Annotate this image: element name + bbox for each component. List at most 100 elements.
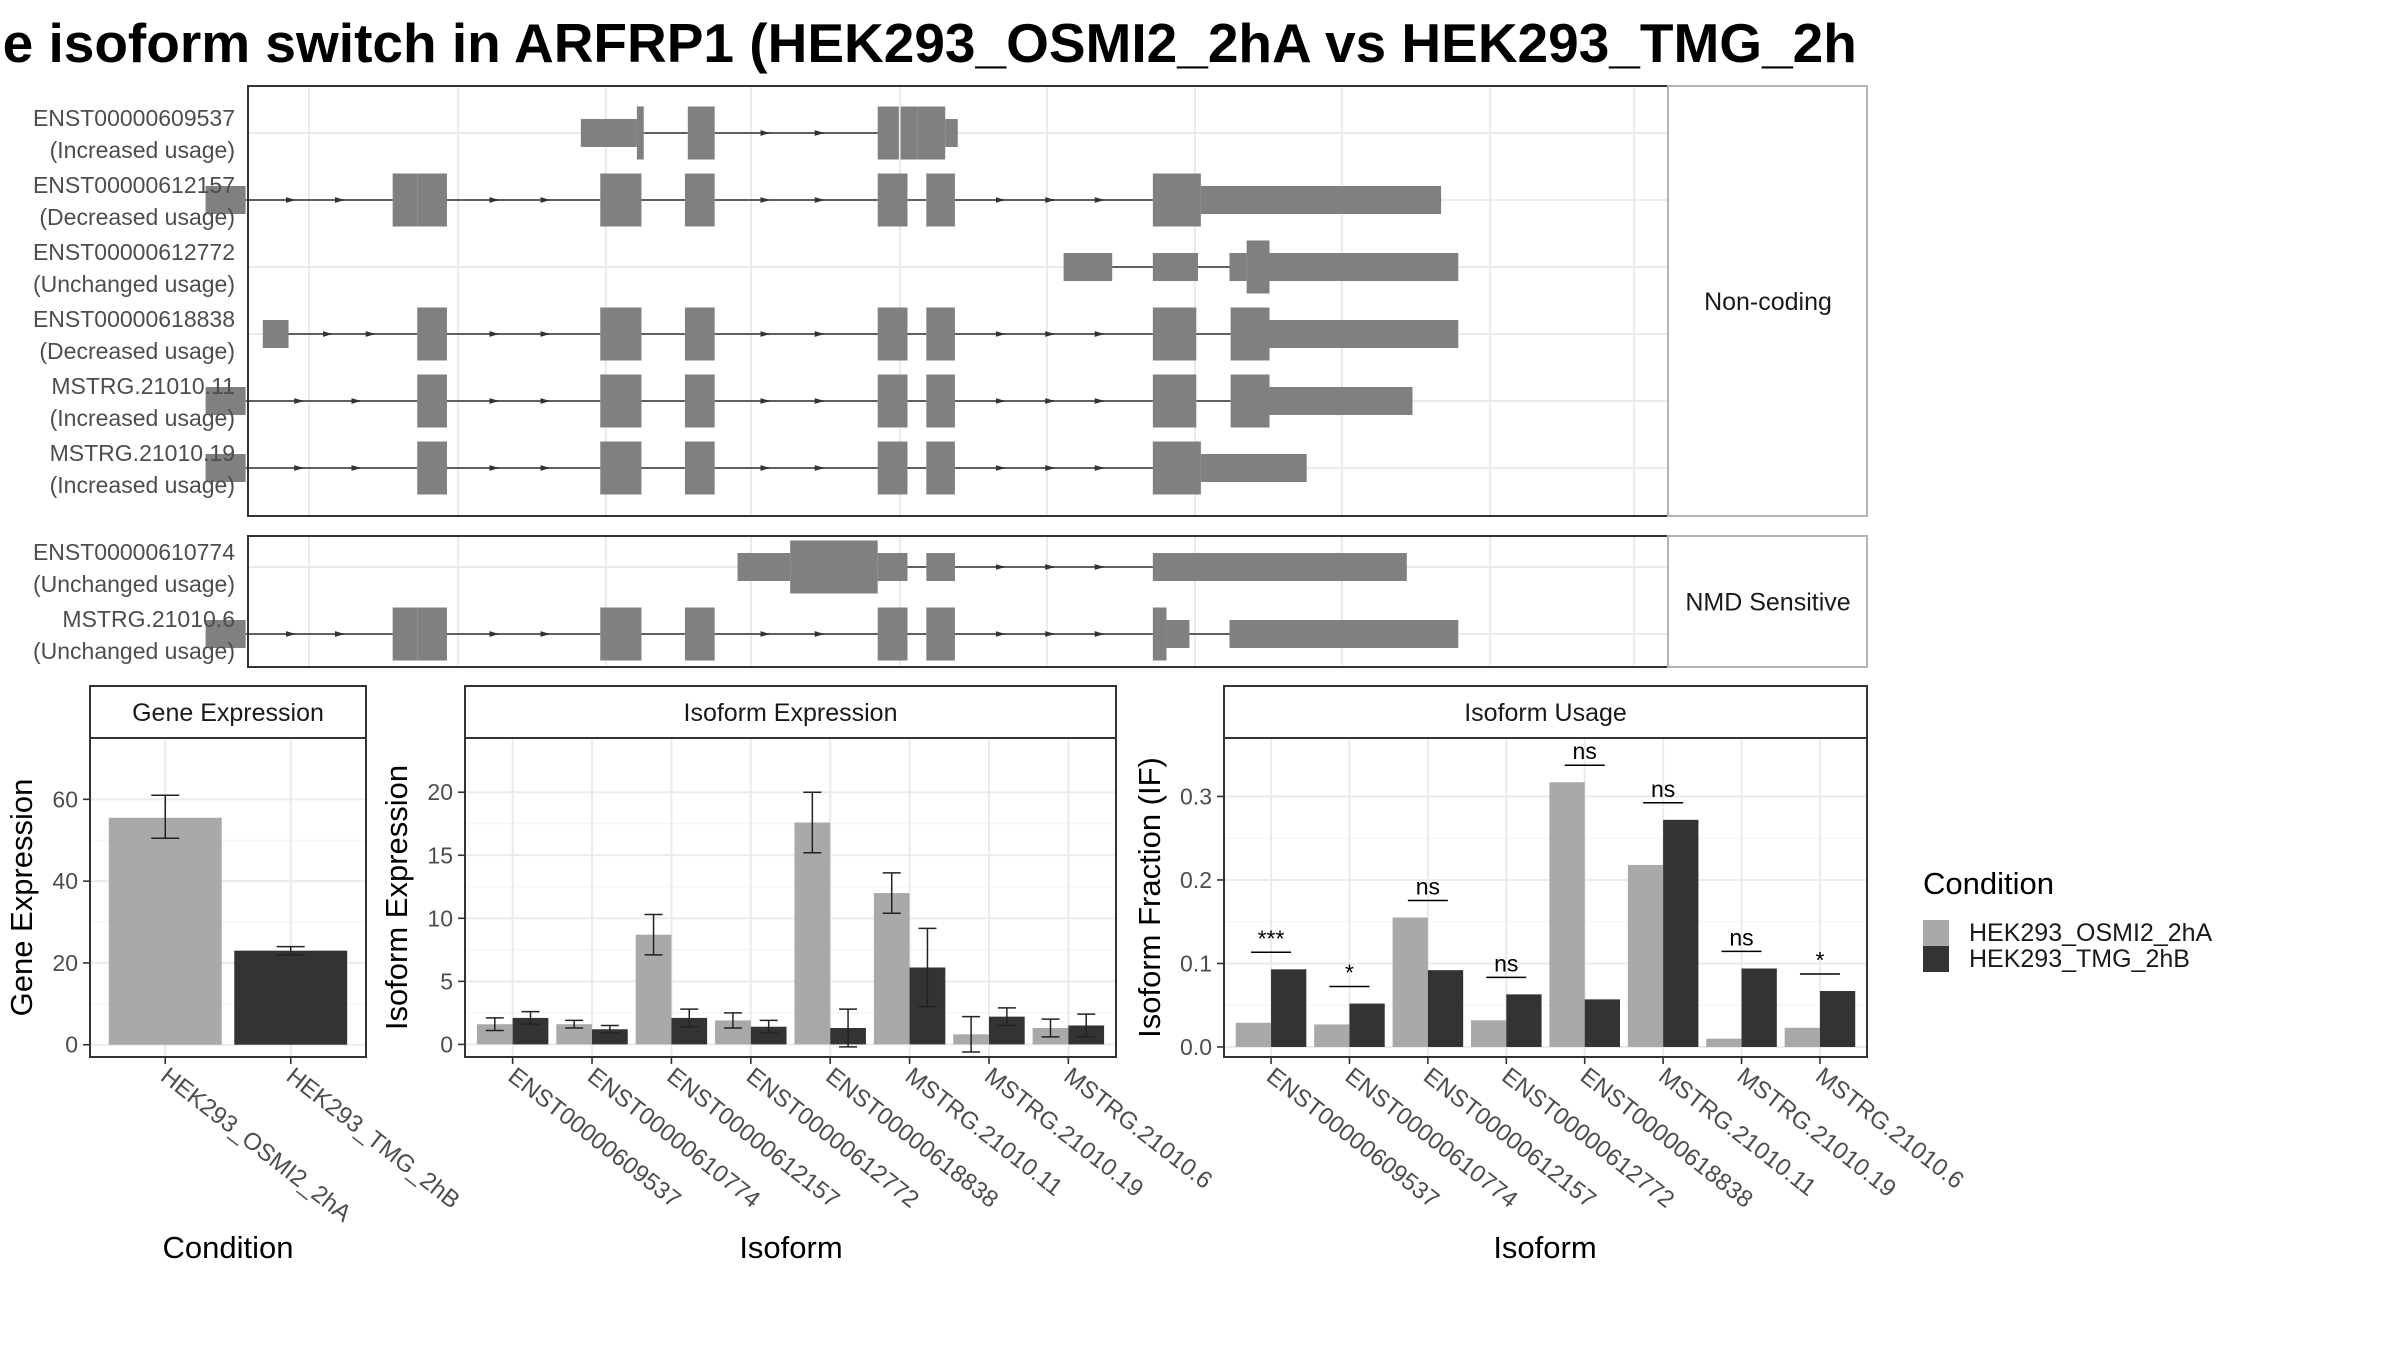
facet-strip	[1667, 535, 1868, 668]
exon-block	[636, 106, 644, 160]
transcript-usage: (Increased usage)	[50, 137, 235, 163]
transcript-usage: (Unchanged usage)	[33, 638, 235, 664]
exon-block	[1246, 240, 1270, 294]
bar	[715, 1020, 751, 1045]
transcript-usage: (Unchanged usage)	[33, 271, 235, 297]
plot-title: he isoform switch in ARFRP1 (HEK293_OSMI…	[0, 12, 1897, 74]
exon-block	[945, 119, 958, 147]
exon-block	[1152, 553, 1407, 581]
exon-block	[1152, 441, 1201, 495]
transcript-id: ENST00000618838	[33, 306, 235, 332]
bar	[1235, 1022, 1272, 1047]
bar	[1706, 1038, 1742, 1047]
transcript-usage: (Decreased usage)	[39, 338, 235, 364]
bar	[1584, 999, 1620, 1047]
exon-block	[684, 173, 715, 227]
exon-block	[1152, 253, 1199, 281]
exon-block	[600, 607, 642, 661]
legend-key-cond1	[1923, 920, 1949, 946]
exon-block	[205, 620, 246, 648]
exon-block	[1200, 186, 1442, 214]
exon-block	[205, 454, 246, 482]
facet-strip-label: Isoform Usage	[1464, 699, 1627, 727]
transcript-id: ENST00000610774	[33, 539, 235, 565]
facet-strip	[1667, 85, 1868, 517]
x-axis-title: Isoform	[739, 1230, 842, 1265]
y-tick-label: 0	[440, 1031, 453, 1057]
transcript-usage: (Increased usage)	[50, 405, 235, 431]
bar	[1784, 1027, 1820, 1047]
exon-block	[1152, 374, 1197, 428]
exon-block	[392, 607, 418, 661]
exon-block	[926, 607, 955, 661]
facet-strip	[464, 685, 1117, 739]
facet-strip-label: Isoform Expression	[684, 699, 898, 727]
bar	[1549, 782, 1585, 1047]
exon-block	[1166, 620, 1190, 648]
bar-panel-bg	[465, 738, 1116, 1057]
exon-block	[926, 553, 955, 581]
facet-strip-label: Gene Expression	[132, 699, 324, 727]
exon-block	[600, 441, 642, 495]
exon-block	[205, 186, 246, 214]
exon-block	[417, 307, 447, 361]
significance-label: ns	[1416, 873, 1440, 899]
y-tick-label: 0.3	[1180, 783, 1212, 809]
exon-block	[417, 441, 447, 495]
exon-block	[1229, 620, 1459, 648]
facet-strip-label: NMD Sensitive	[1685, 589, 1850, 617]
exon-block	[417, 607, 447, 661]
bar	[1506, 994, 1542, 1047]
significance-label: *	[1815, 947, 1824, 973]
exon-block	[1230, 374, 1270, 428]
transcript-id: MSTRG.21010.11	[51, 373, 235, 399]
exon-block	[1200, 454, 1307, 482]
exon-block	[684, 441, 715, 495]
legend-key-cond2	[1923, 946, 1949, 972]
exon-block	[1152, 307, 1197, 361]
transcript-id: ENST00000612772	[33, 239, 235, 265]
exon-block	[926, 374, 955, 428]
exon-block	[877, 106, 899, 160]
facet-strip	[89, 685, 367, 739]
bar	[1427, 970, 1464, 1047]
bar	[1349, 1003, 1385, 1047]
bar	[556, 1024, 593, 1045]
exon-block	[877, 374, 908, 428]
exon-block	[262, 320, 289, 348]
bar	[873, 893, 910, 1045]
significance-label: *	[1345, 960, 1354, 986]
y-tick-label: 60	[52, 786, 78, 812]
y-tick-label: 0.1	[1180, 950, 1212, 976]
exon-block	[600, 173, 642, 227]
transcript-id: MSTRG.21010.19	[50, 440, 235, 466]
exon-block	[900, 106, 918, 160]
exon-block	[877, 441, 908, 495]
y-tick-label: 0	[65, 1032, 78, 1058]
y-tick-label: 40	[52, 868, 78, 894]
x-axis-title: Isoform	[1493, 1230, 1596, 1265]
exon-block	[926, 307, 955, 361]
bar	[476, 1024, 513, 1045]
legend-label-cond2: HEK293_TMG_2hB	[1969, 944, 2190, 973]
bar	[1314, 1024, 1350, 1047]
exon-block	[417, 173, 447, 227]
y-axis-title: Gene Expression	[4, 779, 39, 1017]
exon-block	[926, 441, 955, 495]
exon-block	[1230, 307, 1270, 361]
bar	[1663, 819, 1699, 1047]
transcript-id: ENST00000612157	[33, 172, 235, 198]
transcript-id: ENST00000609537	[33, 105, 235, 131]
exon-block	[1229, 253, 1247, 281]
bar	[1627, 864, 1664, 1047]
y-tick-label: 20	[52, 950, 78, 976]
structure-panel-bg	[248, 86, 1668, 516]
y-axis-title: Isoform Fraction (IF)	[1132, 757, 1167, 1038]
exon-block	[687, 106, 715, 160]
title-clip	[1856, 0, 2400, 84]
exon-block	[580, 119, 637, 147]
transcript-id: MSTRG.21010.6	[62, 606, 235, 632]
exon-block	[417, 374, 447, 428]
exon-block	[737, 553, 791, 581]
legend-title: Condition	[1923, 866, 2054, 901]
